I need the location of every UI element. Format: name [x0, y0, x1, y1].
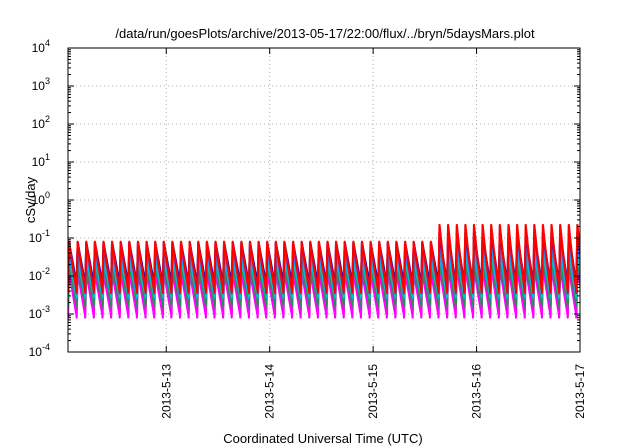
y-tick-label: 10-1: [29, 228, 50, 245]
x-axis-title: Coordinated Universal Time (UTC): [223, 431, 422, 446]
y-axis-title: cSv/day: [23, 176, 38, 223]
chart-title: /data/run/goesPlots/archive/2013-05-17/2…: [115, 26, 535, 41]
y-tick-label: 101: [32, 152, 50, 169]
series-group: [68, 223, 580, 319]
y-tick-label: 10-2: [29, 266, 50, 283]
series-line: [68, 223, 580, 294]
x-tick-label: 2013-5-16: [470, 364, 484, 419]
x-tick-label: 2013-5-17: [573, 364, 587, 419]
x-tick-label: 2013-5-15: [366, 364, 380, 419]
y-tick-label: 100: [32, 190, 50, 207]
x-tick-label: 2013-5-14: [263, 364, 277, 419]
y-tick-label: 10-3: [29, 304, 50, 321]
y-tick-label: 102: [32, 114, 50, 131]
y-tick-label: 103: [32, 76, 50, 93]
y-tick-label: 10-4: [29, 342, 50, 359]
x-tick-label: 2013-5-13: [159, 364, 173, 419]
y-tick-label: 104: [32, 38, 50, 55]
axes: 10-4 10-3 10-2 10-1 100 101 102 103 104 2013-5-13…: [29, 38, 587, 419]
